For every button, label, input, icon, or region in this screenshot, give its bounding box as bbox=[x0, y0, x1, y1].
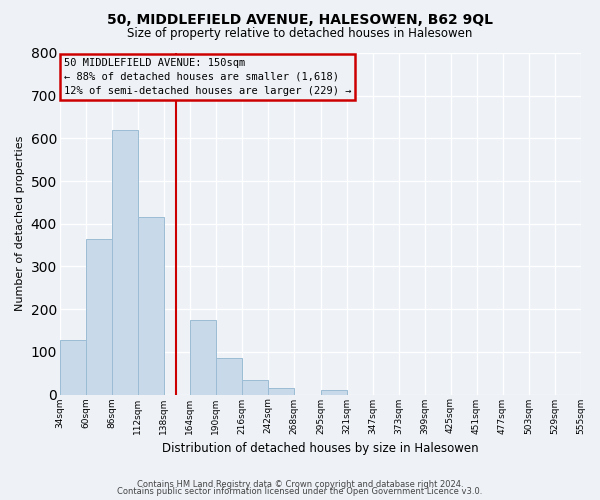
Text: Size of property relative to detached houses in Halesowen: Size of property relative to detached ho… bbox=[127, 28, 473, 40]
X-axis label: Distribution of detached houses by size in Halesowen: Distribution of detached houses by size … bbox=[162, 442, 478, 455]
Bar bbox=[268, 388, 293, 394]
Text: 50, MIDDLEFIELD AVENUE, HALESOWEN, B62 9QL: 50, MIDDLEFIELD AVENUE, HALESOWEN, B62 9… bbox=[107, 12, 493, 26]
Bar bbox=[112, 130, 137, 394]
Bar bbox=[60, 340, 86, 394]
Text: 50 MIDDLEFIELD AVENUE: 150sqm
← 88% of detached houses are smaller (1,618)
12% o: 50 MIDDLEFIELD AVENUE: 150sqm ← 88% of d… bbox=[64, 58, 351, 96]
Bar bbox=[320, 390, 347, 394]
Y-axis label: Number of detached properties: Number of detached properties bbox=[15, 136, 25, 312]
Bar bbox=[215, 358, 242, 395]
Bar bbox=[242, 380, 268, 394]
Bar bbox=[86, 238, 112, 394]
Bar bbox=[137, 218, 164, 394]
Text: Contains public sector information licensed under the Open Government Licence v3: Contains public sector information licen… bbox=[118, 488, 482, 496]
Bar bbox=[190, 320, 215, 394]
Text: Contains HM Land Registry data © Crown copyright and database right 2024.: Contains HM Land Registry data © Crown c… bbox=[137, 480, 463, 489]
